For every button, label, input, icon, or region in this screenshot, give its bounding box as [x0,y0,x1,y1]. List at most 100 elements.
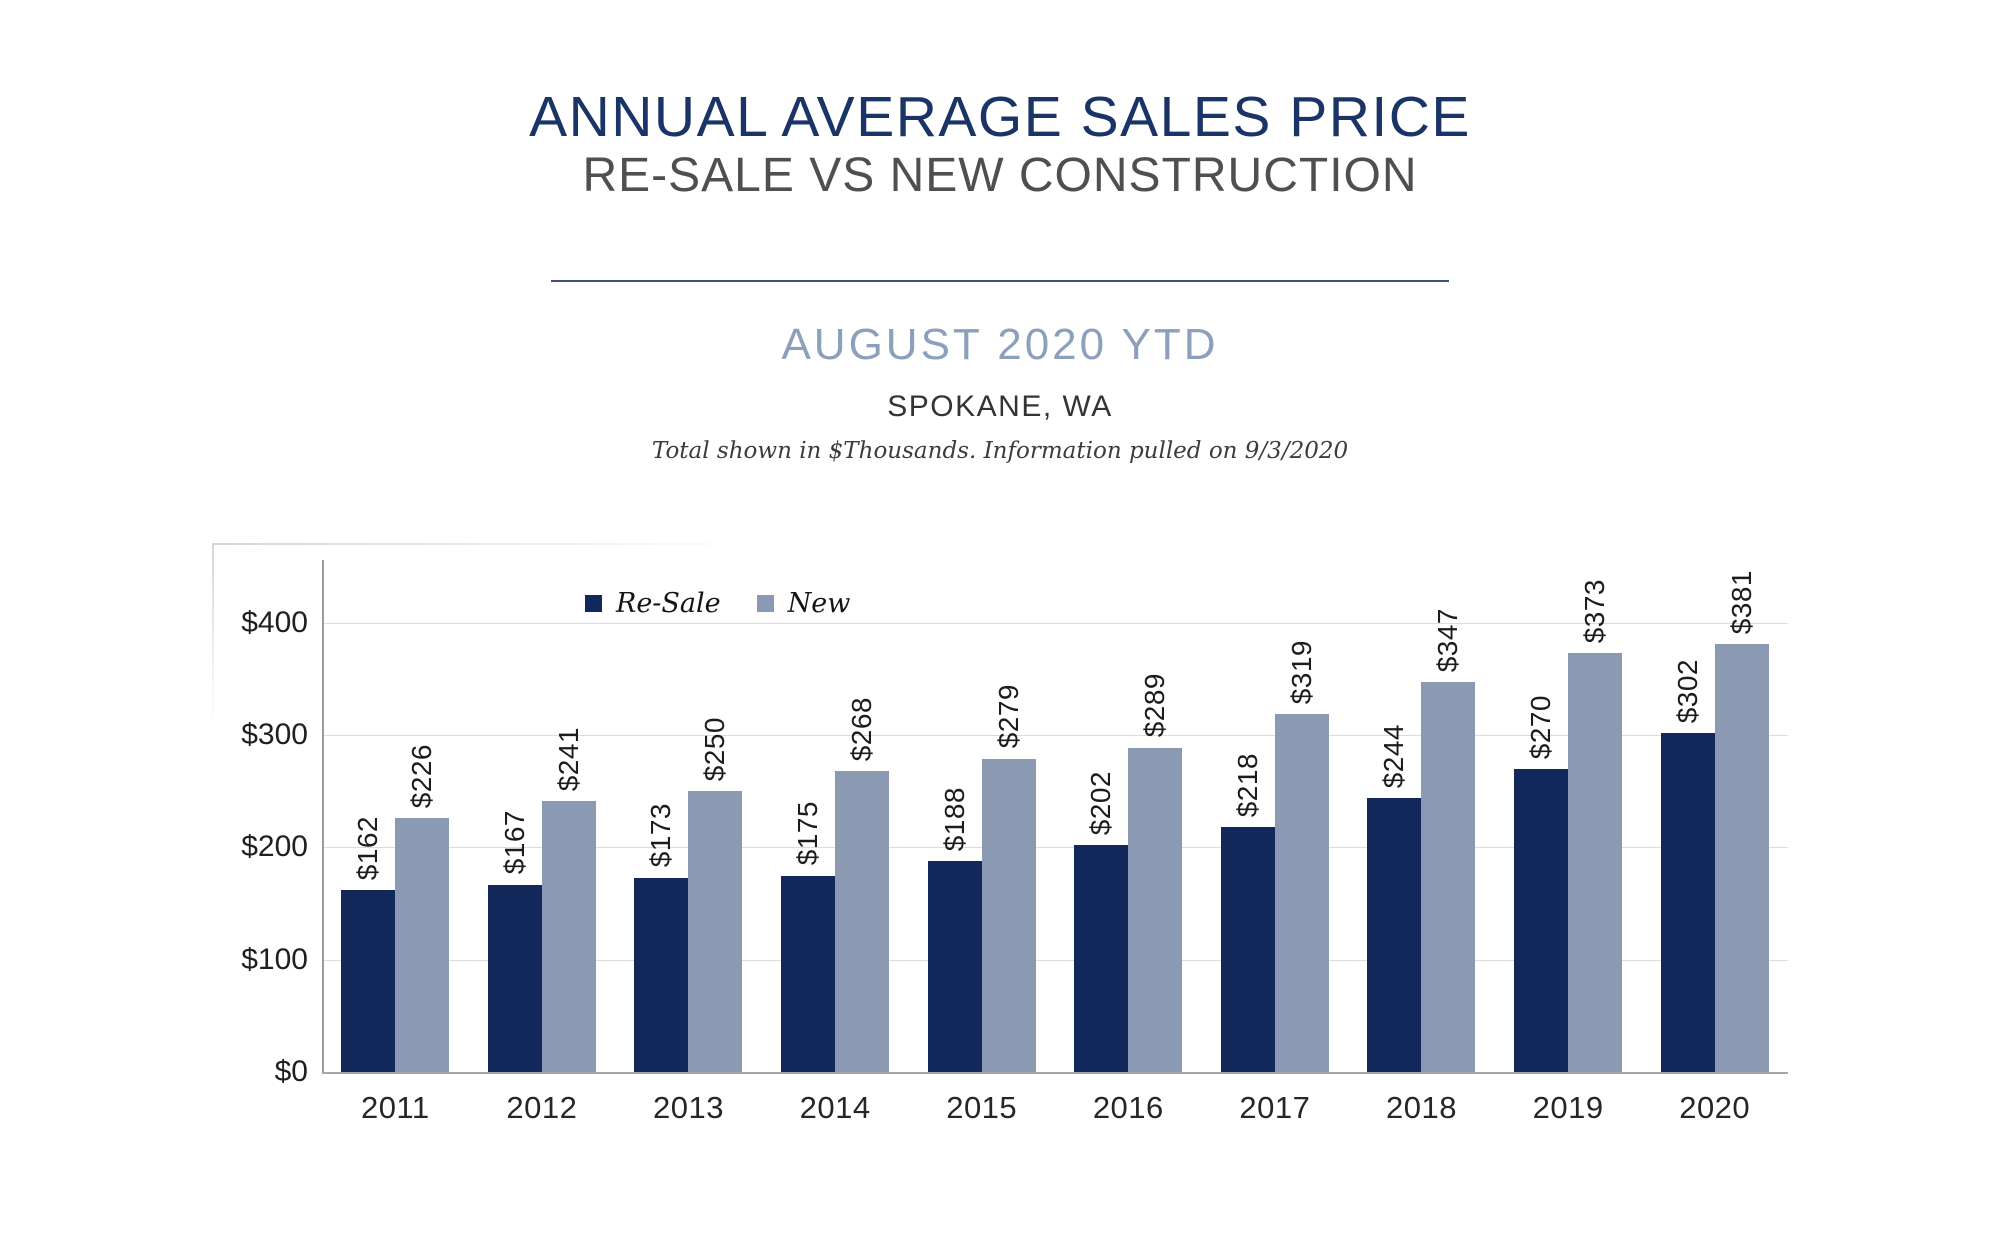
y-axis-label-300: $300 [241,718,308,752]
bar-wrap-new-2014: $268 [835,560,890,1072]
bar-wrap-resale-2014: $175 [781,560,836,1072]
bar-resale-2015 [927,860,982,1072]
bar-value-label-new-2018: $347 [1432,608,1464,673]
bar-wrap-resale-2017: $218 [1220,560,1275,1072]
chart-frame-top-edge [212,543,762,545]
bar-resale-2011 [341,890,396,1072]
bar-group-2018: $244 $347 [1348,560,1495,1072]
bar-value-label-resale-2020: $302 [1671,658,1703,723]
page-title: ANNUAL AVERAGE SALES PRICE [529,85,1471,149]
bar-resale-2014 [781,875,836,1072]
y-axis-label-400: $400 [241,605,308,639]
y-axis-label-0: $0 [274,1055,308,1088]
page-subtitle: RE-SALE VS NEW CONSTRUCTION [582,149,1418,202]
legend-new-label: New [787,588,851,619]
bar-group-2013: $173 $250 [615,560,762,1072]
bar-new-2017 [1274,713,1329,1072]
legend-item-new: New [756,588,851,619]
y-axis-label-100: $100 [241,942,308,976]
bar-group-2012: $167 $241 [469,560,616,1072]
gridline-200 [323,847,1788,849]
x-axis-label-2018: 2018 [1386,1090,1457,1125]
bar-wrap-resale-2016: $202 [1074,560,1129,1072]
bar-wrap-new-2018: $347 [1421,560,1476,1072]
bar-value-label-resale-2013: $173 [645,803,677,868]
bar-value-label-new-2016: $289 [1139,673,1171,738]
bar-resale-2016 [1074,845,1129,1072]
bar-wrap-resale-2012: $167 [487,560,542,1072]
bar-new-2016 [1128,747,1183,1072]
bar-wrap-resale-2018: $244 [1367,560,1422,1072]
bar-wrap-new-2015: $279 [981,560,1036,1072]
bar-new-2011 [395,818,450,1072]
gridline-100 [323,959,1788,961]
x-axis-label-2013: 2013 [653,1090,724,1125]
gridline-300 [323,735,1788,737]
chart-frame-left-edge [212,543,214,728]
bar-group-2016: $202 $289 [1055,560,1202,1072]
bar-value-label-resale-2019: $270 [1525,694,1557,759]
bar-wrap-resale-2015: $188 [927,560,982,1072]
bar-value-label-resale-2015: $188 [938,786,970,851]
bar-wrap-new-2011: $226 [395,560,450,1072]
legend-resale-swatch [585,595,602,612]
bar-value-label-resale-2014: $175 [792,801,824,866]
period-label: AUGUST 2020 YTD [781,320,1219,369]
gridline-400 [323,622,1788,624]
bar-resale-2017 [1220,827,1275,1072]
bar-new-2019 [1568,653,1623,1072]
bar-group-2011: $162 $226 [322,560,469,1072]
bar-resale-2013 [634,877,689,1072]
legend-resale-label: Re-Sale [616,588,721,619]
bar-value-label-resale-2018: $244 [1378,723,1410,789]
bar-wrap-resale-2013: $173 [634,560,689,1072]
bar-new-2020 [1714,644,1769,1072]
x-axis-label-2014: 2014 [799,1090,871,1125]
bar-resale-2020 [1660,732,1715,1072]
bar-resale-2012 [487,884,542,1072]
bar-value-label-resale-2011: $162 [352,815,384,881]
bar-wrap-new-2020: $381 [1714,560,1769,1072]
bar-group-2019: $270 $373 [1495,560,1642,1072]
y-axis-line [322,560,324,1072]
bar-group-2014: $175 $268 [762,560,909,1072]
legend-new-swatch [756,595,774,612]
bar-resale-2019 [1514,768,1569,1072]
bar-value-label-new-2019: $373 [1579,578,1611,644]
bar-wrap-resale-2011: $162 [341,560,396,1072]
bar-group-2017: $218 $319 [1202,560,1349,1072]
bar-value-label-resale-2017: $218 [1231,752,1263,818]
x-axis-label-2019: 2019 [1532,1090,1604,1125]
bar-value-label-new-2012: $241 [552,727,584,792]
x-axis-label-2012: 2012 [506,1090,578,1125]
bar-wrap-new-2016: $289 [1128,560,1183,1072]
chart-legend: Re-Sale New [585,588,850,619]
y-axis-label-200: $200 [241,830,308,864]
bar-new-2012 [541,801,596,1072]
bar-wrap-resale-2020: $302 [1660,560,1715,1072]
x-axis-label-2017: 2017 [1239,1090,1311,1125]
bar-group-2015: $188 $279 [908,560,1055,1072]
bar-value-label-new-2017: $319 [1285,639,1317,704]
bar-resale-2018 [1367,798,1422,1072]
bar-value-label-resale-2012: $167 [498,810,530,875]
title-divider [551,280,1449,282]
bar-value-label-new-2015: $279 [992,684,1024,749]
x-axis-label-2016: 2016 [1092,1090,1164,1125]
bar-value-label-new-2011: $226 [406,743,438,809]
bar-wrap-resale-2019: $270 [1514,560,1569,1072]
bar-group-2020: $302 $381 [1641,560,1788,1072]
bar-new-2018 [1421,682,1476,1072]
bar-new-2013 [688,791,743,1072]
bar-wrap-new-2013: $250 [688,560,743,1072]
x-axis-line [322,1072,1788,1074]
bar-wrap-new-2017: $319 [1274,560,1329,1072]
bar-new-2015 [981,758,1036,1072]
x-axis-label-2020: 2020 [1679,1090,1751,1125]
bar-value-label-new-2014: $268 [846,696,878,762]
bar-value-label-new-2020: $381 [1725,569,1757,635]
bar-wrap-new-2012: $241 [541,560,596,1072]
x-axis-label-2015: 2015 [946,1090,1018,1125]
bar-new-2014 [835,771,890,1072]
